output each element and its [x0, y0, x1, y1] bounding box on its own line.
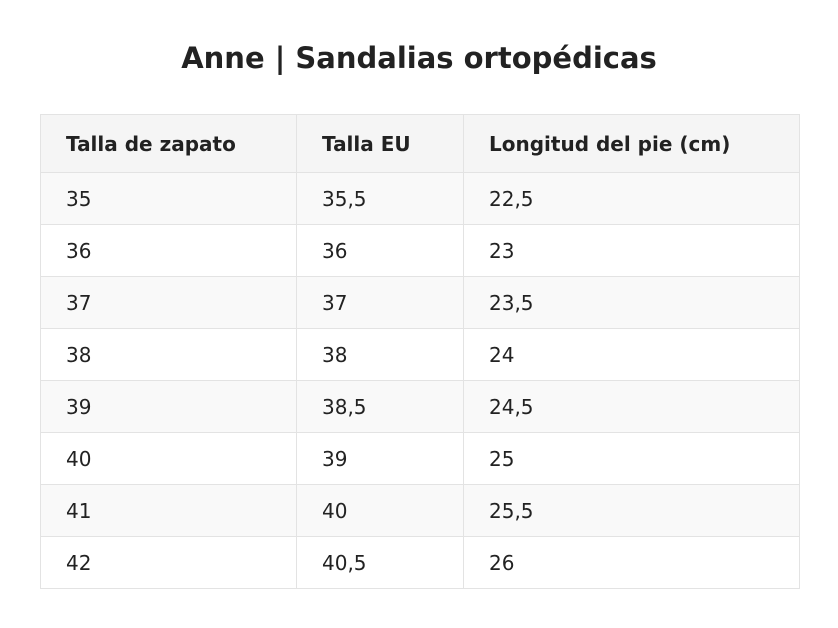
size-table: Talla de zapato Talla EU Longitud del pi…: [40, 114, 800, 589]
cell-foot-length: 25: [463, 432, 800, 485]
cell-eu-size: 37: [296, 276, 464, 329]
page-title: Anne | Sandalias ortopédicas: [181, 41, 657, 75]
cell-foot-length: 25,5: [463, 484, 800, 537]
cell-eu-size: 40,5: [296, 536, 464, 589]
table-row: 42 40,5 26: [40, 536, 800, 589]
cell-eu-size: 35,5: [296, 172, 464, 225]
cell-eu-size: 39: [296, 432, 464, 485]
header-shoe-size: Talla de zapato: [40, 114, 297, 173]
header-eu-size: Talla EU: [296, 114, 464, 173]
header-foot-length: Longitud del pie (cm): [463, 114, 800, 173]
cell-shoe-size: 37: [40, 276, 297, 329]
table-row: 41 40 25,5: [40, 484, 800, 537]
cell-eu-size: 38: [296, 328, 464, 381]
cell-shoe-size: 38: [40, 328, 297, 381]
table-row: 37 37 23,5: [40, 276, 800, 329]
cell-eu-size: 40: [296, 484, 464, 537]
cell-foot-length: 22,5: [463, 172, 800, 225]
table-row: 39 38,5 24,5: [40, 380, 800, 433]
cell-eu-size: 38,5: [296, 380, 464, 433]
table-row: 35 35,5 22,5: [40, 172, 800, 225]
table-body: 35 35,5 22,5 36 36 23 37 37 23,5 38 38 2…: [40, 172, 800, 589]
table-row: 36 36 23: [40, 224, 800, 277]
cell-shoe-size: 42: [40, 536, 297, 589]
cell-shoe-size: 39: [40, 380, 297, 433]
table-row: 38 38 24: [40, 328, 800, 381]
cell-shoe-size: 40: [40, 432, 297, 485]
cell-foot-length: 24: [463, 328, 800, 381]
cell-foot-length: 23: [463, 224, 800, 277]
cell-shoe-size: 35: [40, 172, 297, 225]
cell-eu-size: 36: [296, 224, 464, 277]
cell-foot-length: 23,5: [463, 276, 800, 329]
table-row: 40 39 25: [40, 432, 800, 485]
cell-shoe-size: 41: [40, 484, 297, 537]
header-row: Talla de zapato Talla EU Longitud del pi…: [40, 114, 800, 173]
cell-foot-length: 24,5: [463, 380, 800, 433]
cell-foot-length: 26: [463, 536, 800, 589]
table-header: Talla de zapato Talla EU Longitud del pi…: [40, 114, 800, 173]
cell-shoe-size: 36: [40, 224, 297, 277]
